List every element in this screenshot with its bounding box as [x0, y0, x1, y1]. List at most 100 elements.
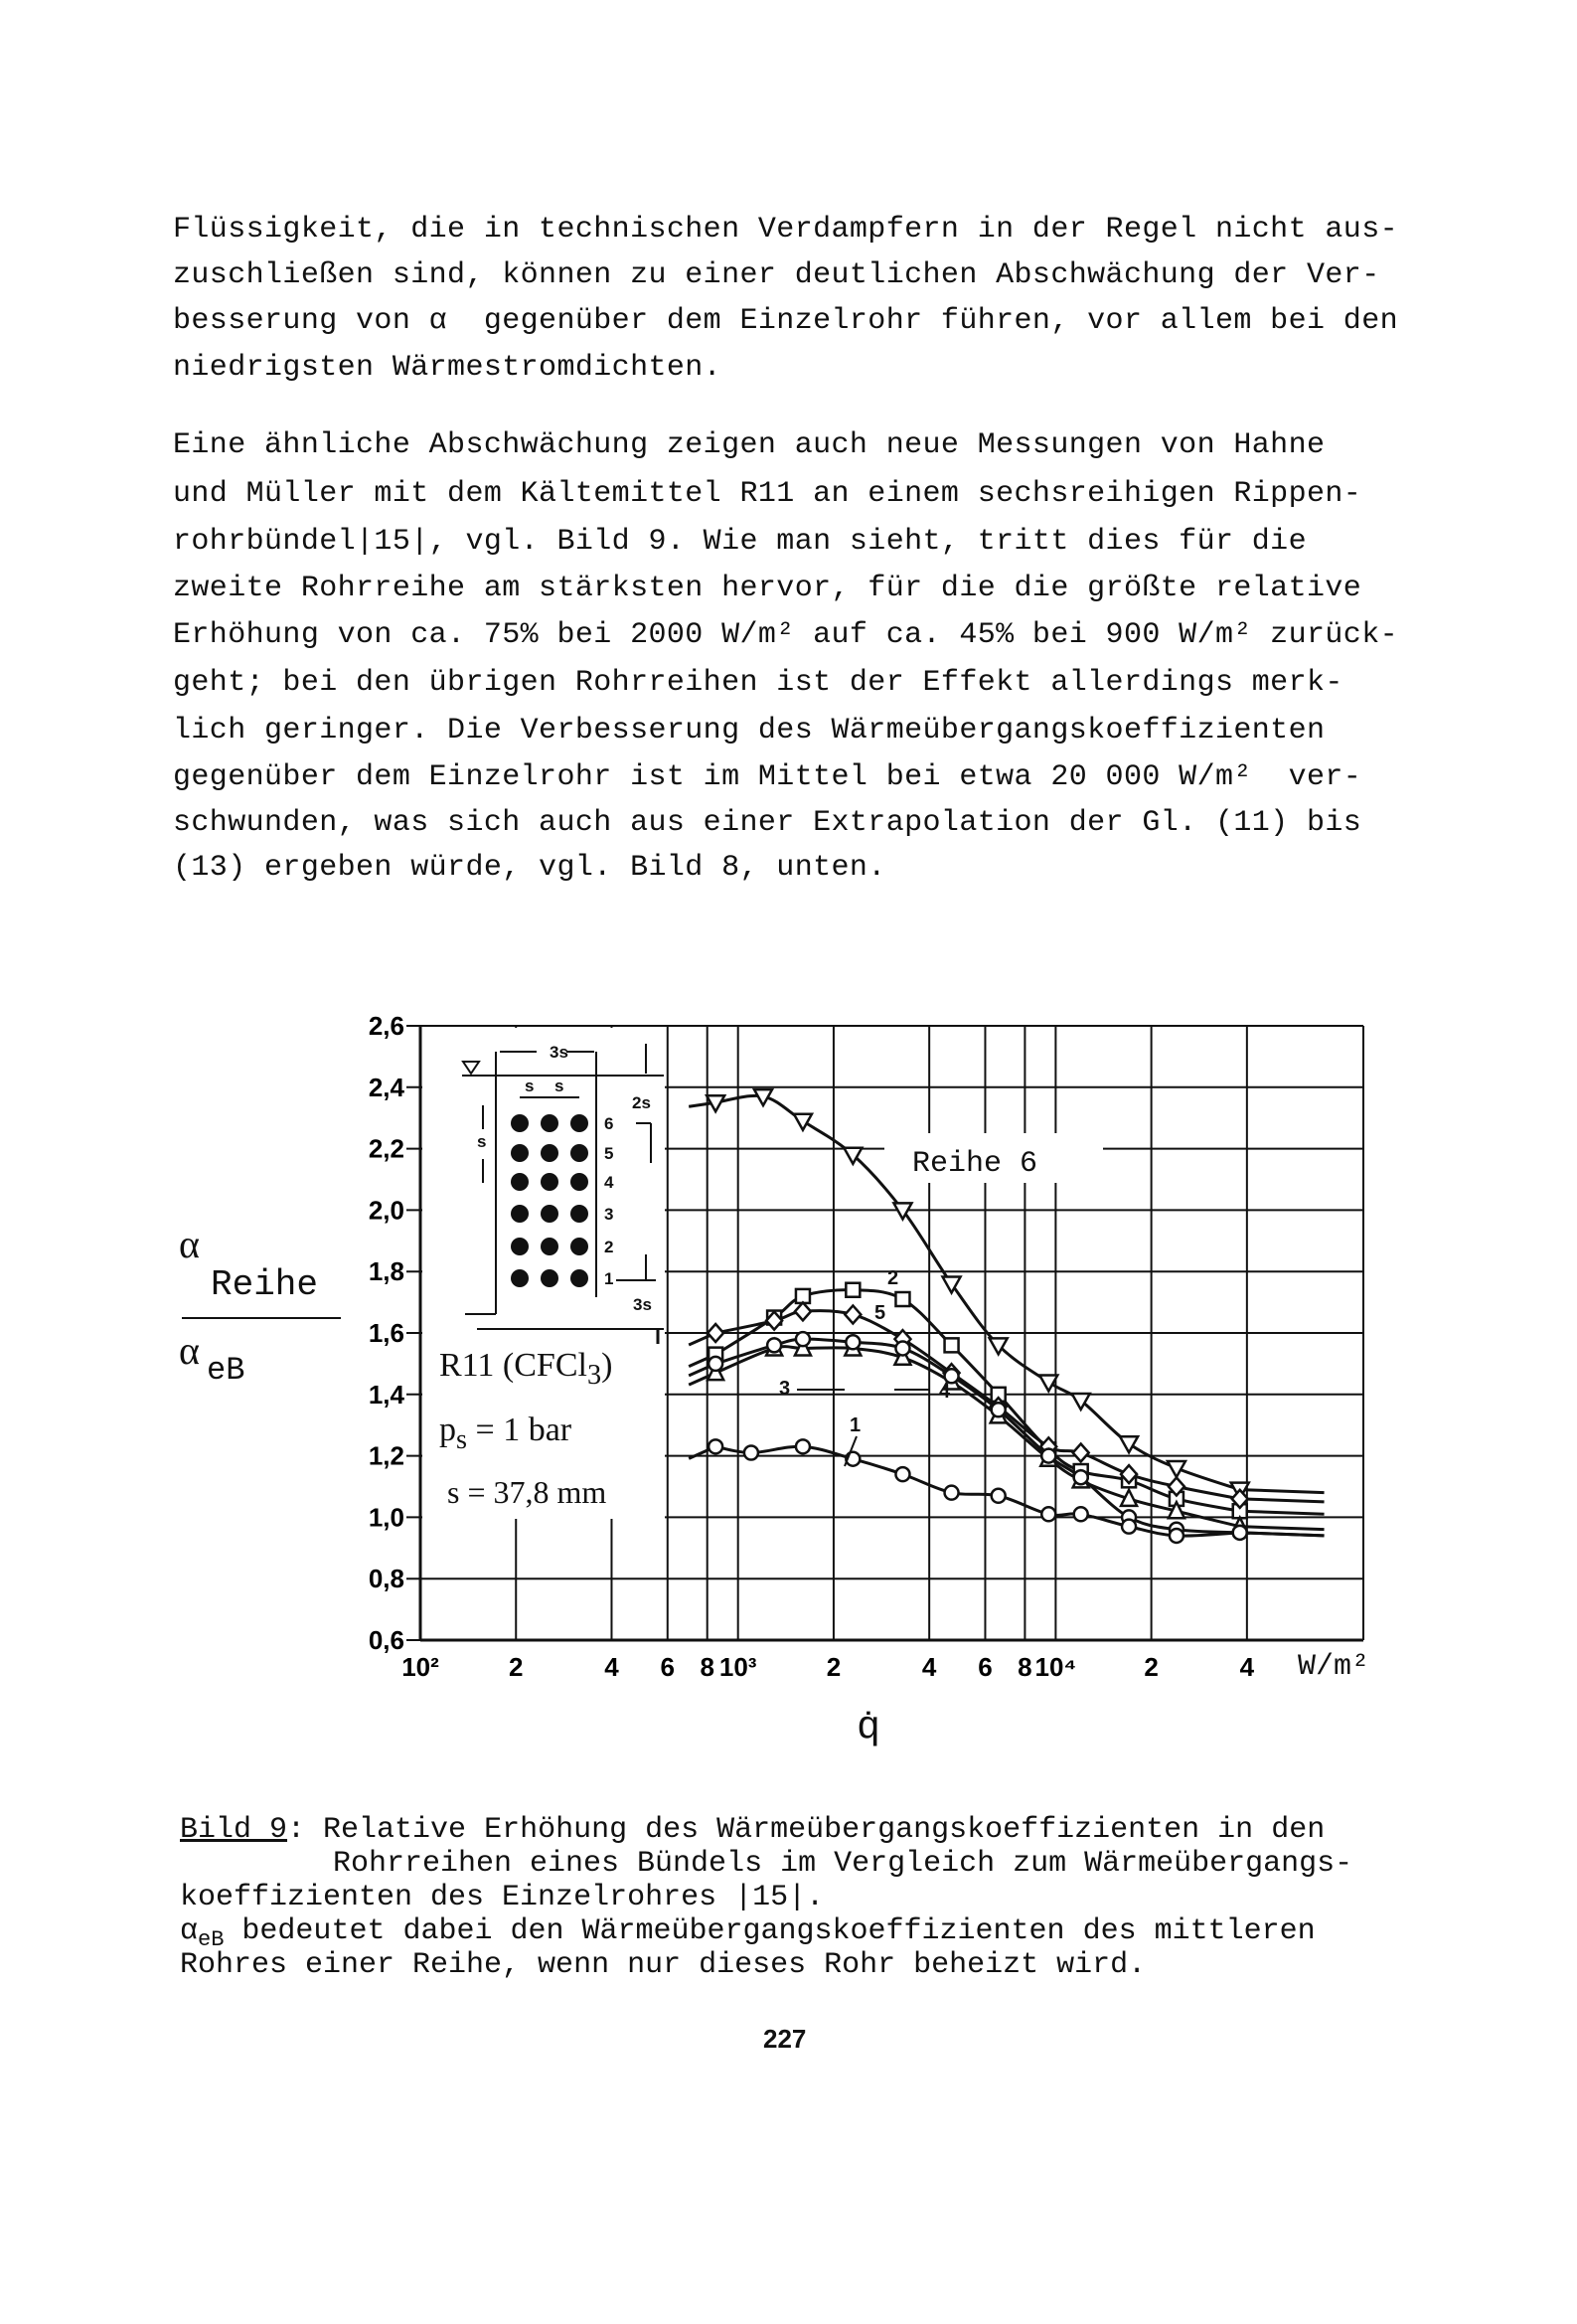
- x-axis-label: q̇: [857, 1706, 881, 1750]
- text-line: niedrigsten Wärmestromdichten.: [173, 351, 722, 385]
- text-line: Erhöhung von ca. 75% bei 2000 W/m² auf c…: [173, 618, 1398, 652]
- caption-line: Bild 9: Relative Erhöhung des Wärmeüberg…: [180, 1813, 1326, 1847]
- row-label: 1: [604, 1269, 613, 1288]
- reihe6-label-bg: [884, 1133, 1103, 1183]
- tube-dot: [511, 1173, 529, 1191]
- data-point-diamond: [1071, 1441, 1091, 1464]
- series-line-4: [688, 1337, 1325, 1538]
- row-label: 5: [604, 1144, 613, 1163]
- text-line: rohrbündel|15|, vgl. Bild 9. Wie man sie…: [173, 525, 1307, 559]
- caption-line: Rohrreihen eines Bündels im Vergleich zu…: [333, 1847, 1353, 1881]
- data-point-square: [894, 1290, 911, 1308]
- row-label: 4: [604, 1173, 614, 1192]
- data-point-circle: [990, 1487, 1007, 1505]
- tube-dot: [570, 1173, 588, 1191]
- y-tick-label: 1,0: [369, 1502, 404, 1532]
- liquid-level-icon: [461, 1061, 481, 1076]
- series-label-reihe-6: Reihe 6: [912, 1147, 1037, 1181]
- data-point-circle: [1072, 1506, 1089, 1523]
- legend-pressure: ps = 1 bar: [439, 1411, 572, 1455]
- series-line-3: [688, 1345, 1325, 1532]
- y-axis-label-denominator-symbol: α: [179, 1328, 200, 1373]
- x-tick-label: 8: [700, 1652, 713, 1682]
- data-point-triangle-down: [704, 1094, 727, 1114]
- x-tick-label: 4: [1240, 1652, 1255, 1682]
- data-point-diamond: [1230, 1487, 1250, 1510]
- text-line: geht; bei den übrigen Rohrreihen ist der…: [173, 666, 1343, 700]
- data-point-triangle-up: [792, 1336, 813, 1357]
- data-point-circle: [794, 1330, 812, 1348]
- y-axis-label-fraction-bar: [182, 1317, 341, 1319]
- data-point-circle: [1072, 1468, 1089, 1486]
- tube-dot: [570, 1269, 588, 1287]
- text-line: zuschließen sind, können zu einer deutli…: [173, 258, 1380, 292]
- data-point-triangle-down: [891, 1202, 914, 1222]
- tube-dot: [511, 1205, 529, 1223]
- data-point-circle: [1040, 1506, 1057, 1523]
- data-point-diamond: [843, 1303, 864, 1326]
- data-point-square: [845, 1281, 862, 1298]
- caption-line: koeffizienten des Einzelrohres |15|.: [180, 1881, 825, 1914]
- y-tick-label: 2,6: [369, 1011, 404, 1041]
- x-tick-label: 10⁴: [1034, 1652, 1076, 1682]
- data-point-circle: [845, 1334, 862, 1351]
- x-tick-label: 8: [1018, 1652, 1031, 1682]
- data-point-diamond: [764, 1309, 784, 1332]
- series-labels: Reihe 6 2 5 3 4 1: [779, 1147, 1037, 1436]
- data-point-circle: [794, 1438, 812, 1455]
- x-tick-label: 2: [509, 1652, 523, 1682]
- data-point-triangle-down: [1037, 1374, 1060, 1394]
- y-tick-label: 1,2: [369, 1441, 404, 1471]
- y-axis-label-denominator-sub: eB: [207, 1352, 245, 1389]
- legend-fluid: R11 (CFCl3): [439, 1347, 613, 1391]
- data-point-triangle-up: [1119, 1487, 1140, 1508]
- dim-width-label: 3s: [550, 1043, 568, 1062]
- tube-arrangement-diagram: 1 2 3 4 5 6 3s s s 2s s 3s: [461, 1043, 664, 1344]
- caption-line: Rohres einer Reihe, wenn nur dieses Rohr…: [180, 1948, 1147, 1982]
- x-tick-label: 10³: [719, 1652, 757, 1682]
- text-line: gegenüber dem Einzelrohr ist im Mittel b…: [173, 760, 1362, 794]
- data-point-triangle-down: [791, 1112, 815, 1133]
- data-point-diamond: [706, 1322, 725, 1344]
- data-point-triangle-up: [1166, 1499, 1186, 1520]
- x-tick-label: 4: [922, 1652, 937, 1682]
- series-label-3: 3: [779, 1378, 790, 1400]
- data-point-triangle-down: [987, 1337, 1010, 1357]
- tube-dot: [570, 1238, 588, 1255]
- caption-line: αeB bedeutet dabei den Wärmeübergangskoe…: [180, 1914, 1316, 1952]
- text-line: lich geringer. Die Verbesserung des Wärm…: [173, 714, 1326, 747]
- row-label: 3: [604, 1205, 613, 1224]
- data-point-diamond: [1119, 1463, 1139, 1486]
- data-point-diamond: [793, 1300, 813, 1323]
- x-tick-label: 2: [827, 1652, 841, 1682]
- tube-dot: [570, 1144, 588, 1162]
- y-tick-label: 1,4: [369, 1380, 405, 1410]
- data-point-triangle-down: [1069, 1392, 1092, 1412]
- tube-dot: [541, 1269, 558, 1287]
- data-point-triangle-down: [842, 1146, 865, 1167]
- data-point-circle: [742, 1444, 760, 1461]
- tube-dot: [511, 1238, 529, 1255]
- dim-bottom-label: 3s: [633, 1295, 652, 1314]
- x-tick-label: 6: [661, 1652, 675, 1682]
- text-line: schwunden, was sich auch aus einer Extra…: [173, 806, 1362, 840]
- data-point-circle: [1040, 1447, 1057, 1464]
- text-line: (13) ergeben würde, vgl. Bild 8, unten.: [173, 851, 886, 885]
- x-tick-label: 10²: [401, 1652, 439, 1682]
- data-point-triangle-down: [751, 1087, 775, 1108]
- y-axis-label-numerator-sub: Reihe: [211, 1264, 319, 1305]
- tube-dot: [541, 1144, 558, 1162]
- data-point-triangle-down: [1117, 1434, 1141, 1455]
- tube-dot: [570, 1205, 588, 1223]
- data-point-circle: [1231, 1524, 1248, 1542]
- page-number: 227: [763, 2024, 807, 2054]
- data-point-triangle-down: [940, 1275, 963, 1296]
- text-line: Flüssigkeit, die in technischen Verdampf…: [173, 213, 1398, 247]
- series-label-5: 5: [874, 1302, 885, 1324]
- data-point-circle: [707, 1438, 724, 1455]
- data-point-circle: [943, 1368, 960, 1385]
- y-axis-label-numerator-symbol: α: [179, 1222, 200, 1266]
- tube-dot: [541, 1205, 558, 1223]
